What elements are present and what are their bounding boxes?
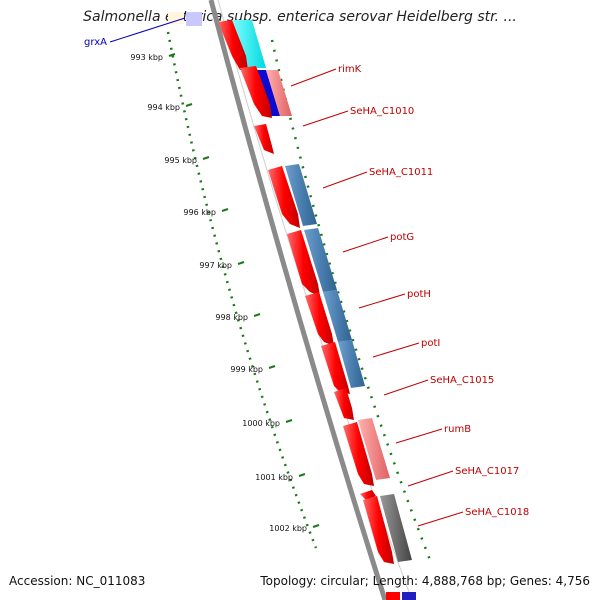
cds-potG[interactable] [287, 230, 320, 296]
gene-grxA-segment[interactable] [186, 12, 202, 26]
leader-SeHA_C1011 [322, 171, 368, 189]
kbp-tick-mark [298, 473, 306, 477]
kbp-tick-mark [312, 524, 320, 528]
cds-potH[interactable] [305, 292, 334, 346]
cds-1[interactable] [218, 20, 248, 70]
kbp-tick-label: 1000 kbp [242, 419, 280, 428]
kbp-tick-label: 993 kbp [130, 53, 163, 62]
kbp-tick-mark [185, 103, 193, 107]
track-pink-rumB[interactable] [358, 418, 390, 480]
leader-rimK [290, 68, 337, 87]
gene-label-grxA[interactable]: grxA [84, 37, 107, 48]
leader-potI [372, 342, 420, 358]
accession-text: Accession: NC_011083 [9, 574, 146, 588]
genome-backbone [208, 0, 388, 600]
feature-bottom-red[interactable] [386, 592, 400, 600]
track-gray-SeHA_C1018[interactable] [380, 494, 412, 562]
gene-label-rimK[interactable]: rimK [338, 64, 362, 75]
kbp-tick-label: 994 kbp [147, 103, 180, 112]
kbp-tick-label: 997 kbp [199, 261, 232, 270]
gene-label-SeHA_C1018[interactable]: SeHA_C1018 [465, 507, 529, 518]
track-blue-potI[interactable] [338, 340, 365, 388]
gene-label-SeHA_C1015[interactable]: SeHA_C1015 [430, 375, 494, 386]
leader-SeHA_C1018 [417, 511, 464, 527]
kbp-tick-label: 996 kbp [183, 208, 216, 217]
track-blue-SeHA_C1011[interactable] [285, 164, 317, 226]
leader-rumB [395, 428, 443, 444]
gene-label-rumB[interactable]: rumB [444, 424, 471, 435]
kbp-tick-mark [285, 419, 293, 423]
kbp-tick-mark [268, 365, 276, 369]
gene-label-SeHA_C1011[interactable]: SeHA_C1011 [369, 167, 433, 178]
cds-SeHA_C1015[interactable] [334, 388, 354, 420]
kbp-tick-mark [253, 313, 261, 317]
cds-potI[interactable] [321, 342, 350, 394]
gene-label-potI[interactable]: potI [421, 338, 440, 349]
track-cyan-1[interactable] [232, 20, 266, 68]
track-pink-rimK[interactable] [266, 70, 292, 116]
kbp-tick-label: 995 kbp [164, 156, 197, 165]
kbp-tick-mark [168, 53, 176, 57]
kbp-tick-mark [202, 156, 210, 160]
kbp-tick-label: 1002 kbp [269, 524, 307, 533]
cds-SeHA_C1011[interactable] [268, 166, 300, 228]
genome-summary-text: Topology: circular; Length: 4,888,768 bp… [260, 574, 590, 588]
track-blue-potG[interactable] [304, 228, 337, 292]
cds-SeHA_C1018[interactable] [363, 496, 394, 564]
kbp-tick-mark [221, 208, 229, 212]
kbp-tick-label: 1001 kbp [255, 473, 293, 482]
cds-rumB[interactable] [343, 422, 374, 486]
gene-label-potG[interactable]: potG [390, 232, 414, 243]
kbp-tick-label: 998 kbp [215, 313, 248, 322]
track-blue-potH[interactable] [323, 290, 352, 342]
leader-potH [358, 293, 406, 309]
feature-bottom-blue[interactable] [402, 592, 416, 600]
kbp-tick-mark [237, 261, 245, 265]
feature-pale-segment [168, 12, 184, 24]
cds-rimK[interactable] [240, 66, 272, 118]
gene-label-potH[interactable]: potH [407, 289, 431, 300]
kbp-tick-label: 999 kbp [230, 365, 263, 374]
leader-grxA [109, 17, 186, 43]
leader-SeHA_C1017 [407, 470, 454, 487]
gene-label-SeHA_C1017[interactable]: SeHA_C1017 [455, 466, 519, 477]
gene-label-SeHA_C1010[interactable]: SeHA_C1010 [350, 106, 414, 117]
cds-SeHA_C1010[interactable] [254, 124, 274, 154]
leader-potG [342, 236, 389, 253]
leader-SeHA_C1010 [302, 110, 349, 127]
leader-SeHA_C1015 [383, 379, 429, 396]
